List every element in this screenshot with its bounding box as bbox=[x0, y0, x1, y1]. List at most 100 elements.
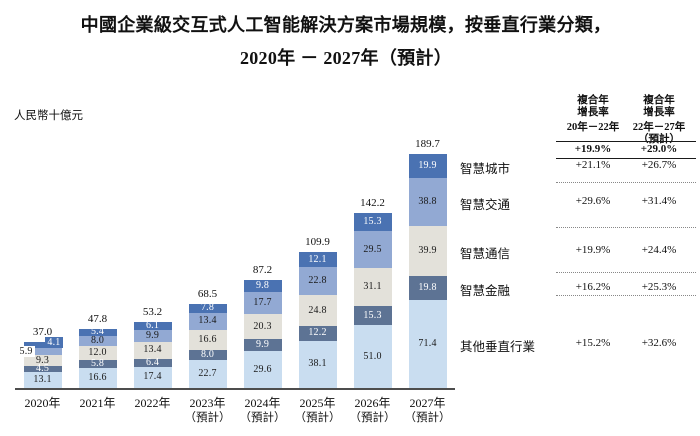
bar-column: 68.5 7.8 13.4 16.6 8.0 22.7 bbox=[180, 154, 235, 388]
bar-segment-label: 39.9 bbox=[418, 244, 437, 256]
bar-segment-label: 9.8 bbox=[255, 280, 270, 292]
bar-column: 189.7 19.9 38.8 39.9 19.8 71.4 bbox=[400, 138, 455, 388]
legend-cagr-row: 其他垂直行業 +15.2% +32.6% bbox=[460, 336, 698, 355]
bar-segment: 12.2 bbox=[298, 325, 337, 341]
bar-segment-label: 13.4 bbox=[198, 315, 217, 327]
dotted-separator bbox=[556, 272, 696, 274]
bar-segment-label: 9.9 bbox=[145, 330, 160, 341]
bar-segment: 13.4 bbox=[188, 313, 227, 330]
bar-segment: 8.0 bbox=[188, 349, 227, 361]
stacked-bar: 19.9 38.8 39.9 19.8 71.4 bbox=[408, 153, 447, 388]
bar-segment: 7.8 bbox=[188, 302, 227, 314]
cagr-rule-bottom bbox=[556, 158, 696, 159]
chart-title-line1: 中國企業級交互式人工智能解決方案市場規模，按垂直行業分類， bbox=[80, 15, 612, 35]
stacked-bar: 6.1 9.9 13.4 6.4 17.4 bbox=[133, 321, 172, 388]
bar-segment: 6.4 bbox=[133, 357, 172, 367]
bar-segment: 13.4 bbox=[133, 342, 172, 359]
x-axis-label-year: 2024年 bbox=[244, 396, 281, 410]
cagr-header-col1-title-l2: 增長率 bbox=[577, 107, 609, 119]
cagr-header-col2-range-l2: （預計） bbox=[638, 134, 680, 146]
bar-segment: 24.8 bbox=[298, 295, 337, 326]
bar-segment-label: 16.6 bbox=[88, 371, 107, 383]
cagr-value-20-22: +19.9% bbox=[575, 244, 611, 257]
x-axis-label-year: 2027年 bbox=[409, 396, 446, 410]
legend-label: 智慧交通 bbox=[460, 198, 511, 213]
bar-segment: 9.8 bbox=[243, 280, 282, 293]
bar-segment-label: 5.4 bbox=[90, 326, 105, 338]
bar-segment-label: 24.8 bbox=[308, 304, 327, 316]
legend-label: 智慧金融 bbox=[460, 283, 511, 298]
bar-segment: 15.3 bbox=[353, 306, 392, 326]
bar-segment: 19.8 bbox=[408, 275, 447, 300]
bar-column: 37.0 4.1 5.9 9.3 4.5 13.1 bbox=[15, 154, 70, 388]
cagr-header-col1-range: 20年－22年 bbox=[566, 121, 620, 133]
x-axis-label: 2022年 bbox=[125, 396, 180, 411]
bar-segment-label: 13.4 bbox=[143, 344, 162, 356]
bar-segment-label: 7.8 bbox=[200, 302, 215, 314]
bar-segment: 22.8 bbox=[298, 267, 337, 296]
x-axis-labels: 2020年 2021年 2022年 2023年 （預計） 2024年 （預計） 2025年 （預… bbox=[0, 396, 460, 436]
stacked-bar: 12.1 22.8 24.8 12.2 38.1 bbox=[298, 252, 337, 388]
x-axis-label: 2021年 bbox=[70, 396, 125, 411]
bar-segment: 8.0 bbox=[78, 335, 117, 346]
bar-column: 142.2 15.3 29.5 31.1 15.3 51.0 bbox=[345, 154, 400, 388]
cagr-value-20-22: +16.2% bbox=[575, 280, 611, 293]
cagr-header-col2-title-l2: 增長率 bbox=[643, 107, 675, 119]
bar-segment: 38.8 bbox=[408, 178, 447, 227]
x-axis-label-year: 2026年 bbox=[354, 396, 391, 410]
bar-segment: 16.6 bbox=[188, 329, 227, 351]
bar-segment: 4.1 bbox=[23, 337, 63, 349]
bar-column: 109.9 12.1 22.8 24.8 12.2 38.1 bbox=[290, 154, 345, 388]
bar-segment-label: 20.3 bbox=[253, 320, 272, 332]
bar-segment: 17.7 bbox=[243, 292, 282, 315]
x-axis-line bbox=[15, 388, 455, 390]
bar-segment: 20.3 bbox=[243, 314, 282, 340]
x-axis-label-year: 2023年 bbox=[189, 396, 226, 410]
legend-cagr-rows: 智慧城市 +21.1% +26.7% 智慧交通 +29.6% +31.4% 智慧通信 +19.… bbox=[460, 0, 698, 436]
legend-cagr-row: 智慧通信 +19.9% +24.4% bbox=[460, 243, 698, 261]
cagr-header-col2-title-l1: 複合年 bbox=[643, 95, 675, 106]
bar-segment: 13.1 bbox=[23, 371, 62, 388]
bar-total-label: 189.7 bbox=[415, 137, 440, 150]
bar-segment-label: 9.9 bbox=[255, 339, 270, 351]
bar-segment-label: 17.7 bbox=[253, 297, 272, 309]
x-axis-label: 2024年 （預計） bbox=[235, 396, 290, 425]
legend-cagr-row: 智慧城市 +21.1% +26.7% bbox=[460, 158, 698, 177]
y-axis-unit-label: 人民幣十億元 bbox=[14, 110, 83, 122]
bar-segment: 9.9 bbox=[133, 329, 172, 343]
x-axis-label-year: 2022年 bbox=[134, 396, 171, 410]
legend-label: 智慧城市 bbox=[460, 162, 511, 177]
stacked-bar: 4.1 5.9 9.3 4.5 13.1 bbox=[17, 337, 63, 388]
bar-segment-label: 8.0 bbox=[200, 349, 215, 361]
x-axis-label-note: （預計） bbox=[294, 412, 341, 424]
cagr-header-col2-range-l1: 22年－27年 bbox=[632, 121, 686, 133]
bar-column: 47.8 5.4 8.0 12.0 5.8 16.6 bbox=[70, 154, 125, 388]
plot-area: 37.0 4.1 5.9 9.3 4.5 13.1 47.8 5.4 8.0 12.0 5.8 16.… bbox=[15, 138, 455, 388]
bar-segment: 22.7 bbox=[188, 359, 227, 388]
chart-title-line2: 2020年 － 2027年（預計） bbox=[239, 48, 453, 68]
cagr-value-22-27: +25.3% bbox=[641, 280, 677, 293]
legend-label: 其他垂直行業 bbox=[460, 340, 536, 355]
bar-segment: 38.1 bbox=[298, 340, 337, 388]
bar-segment-label: 22.7 bbox=[198, 367, 217, 379]
bar-segment-label: 16.6 bbox=[198, 333, 217, 345]
stacked-bar: 7.8 13.4 16.6 8.0 22.7 bbox=[188, 302, 227, 388]
cagr-value-22-27: +31.4% bbox=[641, 195, 677, 208]
bar-segment-label: 12.0 bbox=[88, 346, 107, 358]
bar-segment: 12.1 bbox=[298, 252, 337, 268]
x-axis-label-note: （預計） bbox=[239, 412, 286, 424]
bar-segment: 5.8 bbox=[78, 358, 117, 368]
x-axis-label: 2020年 bbox=[15, 396, 70, 411]
bar-total-label: 47.8 bbox=[87, 313, 108, 326]
bar-segment-label: 17.4 bbox=[143, 371, 162, 383]
bar-column: 87.2 9.8 17.7 20.3 9.9 29.6 bbox=[235, 154, 290, 388]
stacked-bar: 15.3 29.5 31.1 15.3 51.0 bbox=[353, 212, 392, 388]
dotted-separator bbox=[556, 182, 696, 184]
bar-segment-label: 71.4 bbox=[418, 337, 437, 349]
bar-segment: 15.3 bbox=[353, 212, 392, 232]
x-axis-label-year: 2021年 bbox=[79, 396, 116, 410]
legend-cagr-row: 智慧交通 +29.6% +31.4% bbox=[460, 194, 698, 213]
bar-total-label: 109.9 bbox=[305, 236, 330, 249]
bar-segment: 29.6 bbox=[243, 351, 282, 388]
